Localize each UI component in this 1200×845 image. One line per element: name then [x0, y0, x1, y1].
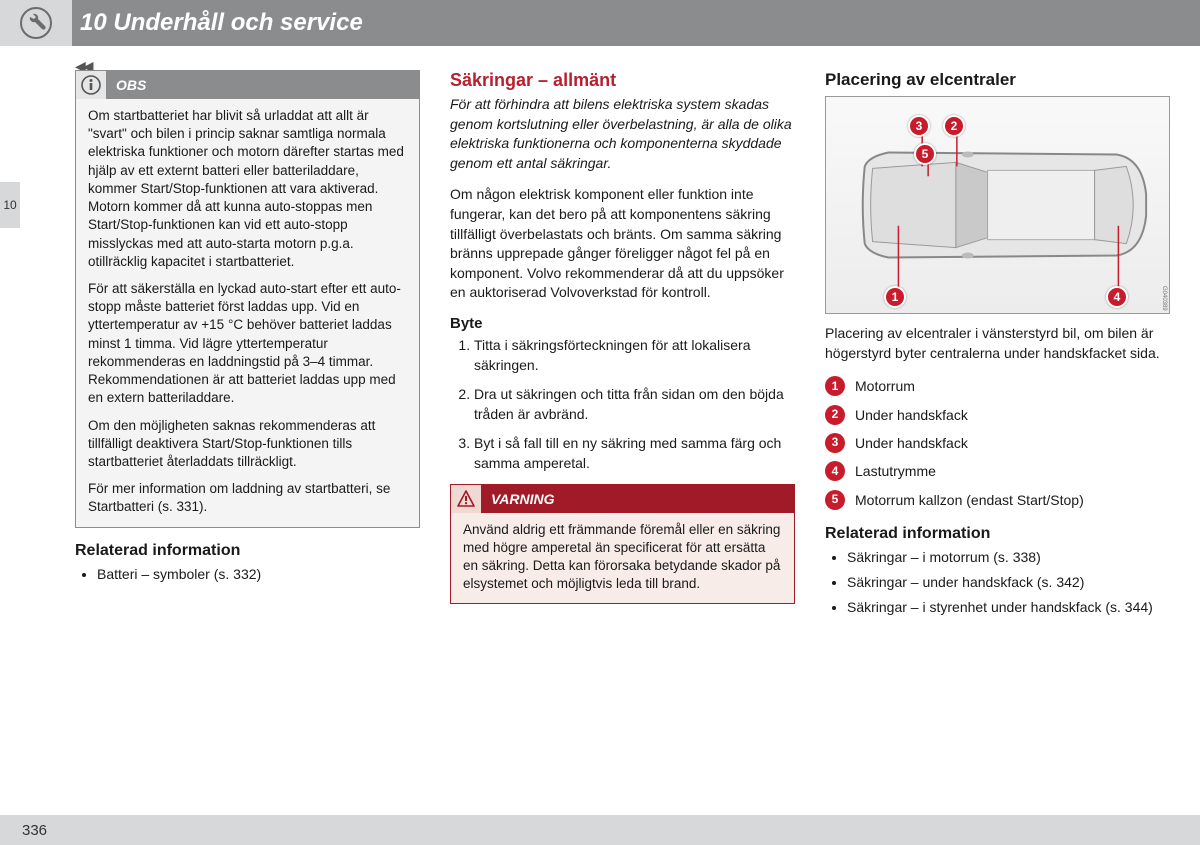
obs-paragraph: Om startbatteriet har blivit så urladdat…: [88, 107, 407, 271]
legend-number: 5: [825, 490, 845, 510]
legend-number: 1: [825, 376, 845, 396]
callout-marker: 5: [914, 143, 936, 165]
column-3: Placering av elcentraler: [825, 70, 1170, 785]
warning-body: Använd aldrig ett främmande föremål elle…: [451, 513, 794, 604]
obs-paragraph: För mer information om laddning av start…: [88, 480, 407, 516]
page-footer: 336: [0, 815, 1200, 845]
wrench-icon: [0, 0, 72, 46]
legend-row: 1 Motorrum: [825, 375, 1170, 397]
legend-label: Motorrum: [855, 375, 915, 397]
legend-number: 4: [825, 461, 845, 481]
column-2: Säkringar – allmänt För att förhindra at…: [450, 70, 795, 785]
callout-marker: 2: [943, 115, 965, 137]
car-topview-svg: [826, 97, 1169, 313]
legend-row: 5 Motorrum kallzon (endast Start/Stop): [825, 489, 1170, 511]
body-text: Om någon elektrisk komponent eller funkt…: [450, 185, 795, 303]
chapter-number: 10: [3, 198, 16, 212]
warning-icon: [451, 485, 481, 513]
step-item: Byt i så fall till en ny säkring med sam…: [474, 434, 795, 473]
related-info-heading: Relaterad information: [825, 525, 1170, 543]
step-item: Dra ut säkringen och titta från sidan om…: [474, 385, 795, 424]
obs-paragraph: För att säkerställa en lyckad auto-start…: [88, 280, 407, 408]
content-area: OBS Om startbatteriet har blivit så urla…: [75, 70, 1170, 785]
related-item: Batteri – symboler (s. 332): [97, 564, 420, 585]
warning-box: VARNING Använd aldrig ett främmande före…: [450, 484, 795, 605]
warning-header: VARNING: [451, 485, 794, 513]
callout-marker: 4: [1106, 286, 1128, 308]
column-1: OBS Om startbatteriet har blivit så urla…: [75, 70, 420, 785]
legend-label: Lastutrymme: [855, 460, 936, 482]
header-bar: 10 Underhåll och service: [0, 0, 1200, 46]
page-title: 10 Underhåll och service: [80, 9, 363, 37]
obs-note-box: OBS Om startbatteriet har blivit så urla…: [75, 70, 420, 528]
callout-marker: 1: [884, 286, 906, 308]
obs-title: OBS: [106, 71, 419, 99]
legend-row: 2 Under handskfack: [825, 404, 1170, 426]
obs-paragraph: Om den möjligheten saknas rekommenderas …: [88, 417, 407, 472]
section-heading: Placering av elcentraler: [825, 70, 1170, 90]
obs-body: Om startbatteriet har blivit så urladdat…: [76, 99, 419, 527]
callout-marker: 3: [908, 115, 930, 137]
diagram-caption: Placering av elcentraler i vänsterstyrd …: [825, 324, 1170, 363]
legend-number: 3: [825, 433, 845, 453]
chapter-tab: 10: [0, 182, 20, 228]
car-diagram: 1 4 3 2 5 G040389: [825, 96, 1170, 314]
diagram-code: G040389: [1161, 286, 1167, 311]
related-item: Säkringar – i styrenhet under handskfack…: [847, 597, 1170, 618]
related-list: Säkringar – i motorrum (s. 338) Säkringa…: [825, 547, 1170, 618]
legend-row: 3 Under handskfack: [825, 432, 1170, 454]
info-icon: [76, 71, 106, 99]
legend-label: Under handskfack: [855, 432, 968, 454]
legend-row: 4 Lastutrymme: [825, 460, 1170, 482]
intro-text: För att förhindra att bilens elektriska …: [450, 95, 795, 173]
obs-header: OBS: [76, 71, 419, 99]
steps-list: Titta i säkringsförteckningen för att lo…: [450, 336, 795, 474]
step-item: Titta i säkringsförteckningen för att lo…: [474, 336, 795, 375]
sub-heading: Byte: [450, 315, 795, 332]
related-info-heading: Relaterad information: [75, 542, 420, 560]
related-item: Säkringar – under handskfack (s. 342): [847, 572, 1170, 593]
legend: 1 Motorrum 2 Under handskfack 3 Under ha…: [825, 375, 1170, 511]
warning-title: VARNING: [481, 485, 794, 513]
section-heading: Säkringar – allmänt: [450, 70, 795, 91]
related-list: Batteri – symboler (s. 332): [75, 564, 420, 585]
legend-label: Under handskfack: [855, 404, 968, 426]
legend-label: Motorrum kallzon (endast Start/Stop): [855, 489, 1084, 511]
page-number: 336: [22, 822, 47, 839]
related-item: Säkringar – i motorrum (s. 338): [847, 547, 1170, 568]
legend-number: 2: [825, 405, 845, 425]
